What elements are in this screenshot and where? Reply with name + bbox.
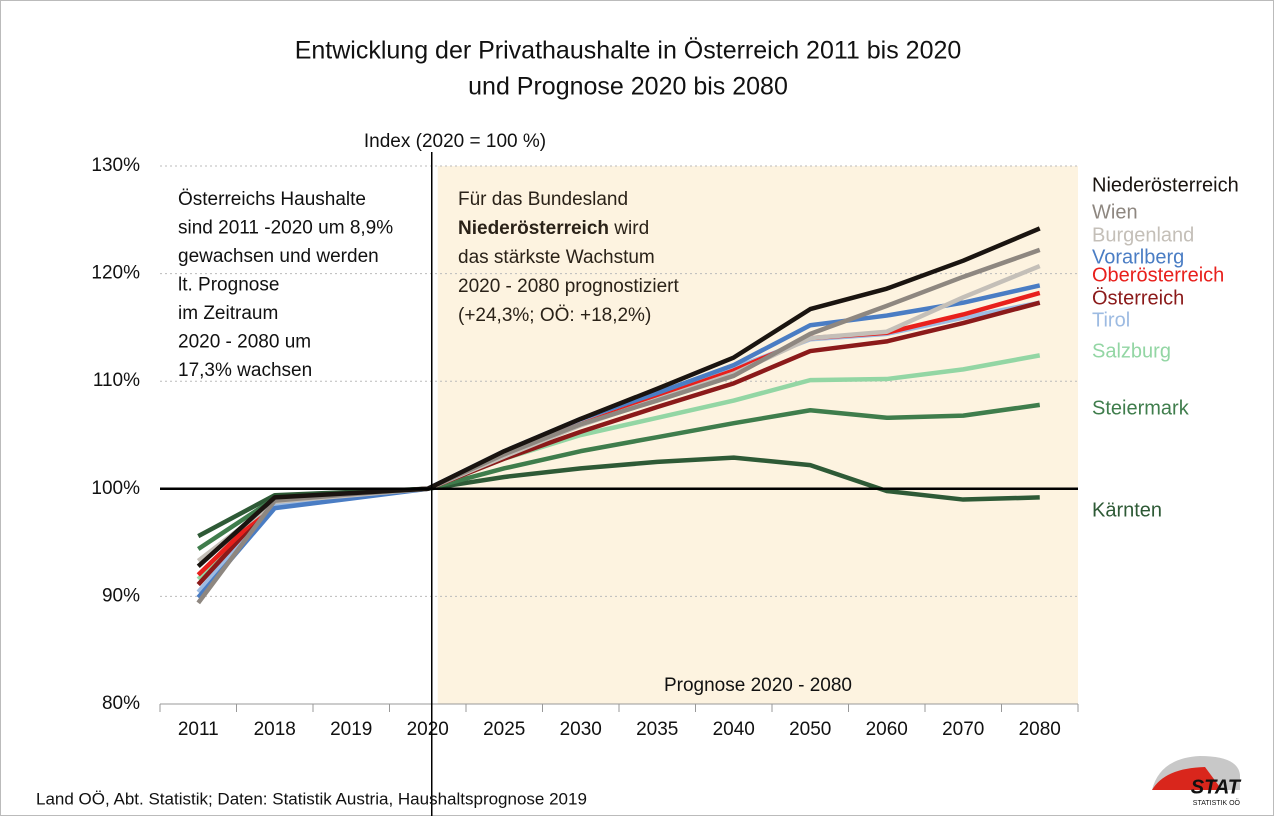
y-tick-label: 80% (102, 693, 140, 714)
x-tick-label: 2060 (866, 719, 908, 740)
logo-text: STAT (1191, 776, 1242, 798)
chart-title: und Prognose 2020 bis 2080 (468, 73, 788, 101)
x-tick-label: 2040 (713, 719, 755, 740)
forecast-label: Prognose 2020 - 2080 (664, 675, 852, 696)
x-tick-label: 2018 (254, 719, 296, 740)
y-tick-label: 110% (93, 370, 140, 391)
annotation-part: 2020 - 2080 prognostiziert (458, 276, 679, 297)
x-tick-label: 2035 (636, 719, 678, 740)
annotation: Österreichs Haushalte (178, 189, 366, 210)
x-tick-label: 2070 (942, 719, 984, 740)
annotation: gewachsen und werden (178, 246, 379, 267)
annotation: 2020 - 2080 prognostiziert (458, 276, 679, 297)
annotation-part: wird (609, 218, 649, 239)
logo-red (1152, 767, 1222, 790)
x-tick-label: 2011 (178, 719, 219, 740)
annotation: lt. Prognose (178, 275, 279, 296)
y-tick-label: 120% (91, 263, 140, 284)
x-tick-label: 2080 (1019, 719, 1061, 740)
y-axis-label: Index (2020 = 100 %) (364, 131, 546, 152)
y-tick-label: 130% (91, 155, 140, 176)
annotation-part: das stärkste Wachstum (458, 247, 655, 268)
x-tick-label: 2019 (330, 719, 372, 740)
annotation: Niederösterreich wird (458, 218, 649, 239)
x-tick-label: 2025 (483, 719, 525, 740)
x-tick-label: 2020 (407, 719, 449, 740)
series-line (196, 226, 1041, 568)
series-group (196, 226, 1041, 605)
logo-subtext: STATISTIK OÖ (1193, 799, 1241, 807)
annotation: sind 2011 -2020 um 8,9% (178, 218, 393, 239)
annotation: (+24,3%; OÖ: +18,2%) (458, 305, 651, 326)
annotation-part: Niederösterreich (458, 218, 609, 239)
legend-label: Burgenland (1092, 224, 1194, 246)
x-tick-label: 2050 (789, 719, 831, 740)
source: Land OÖ, Abt. Statistik; Daten: Statisti… (36, 789, 587, 808)
legend-label: Kärnten (1092, 499, 1162, 521)
annotation: Für das Bundesland (458, 189, 628, 210)
legend-label: Tirol (1092, 309, 1130, 331)
annotation: das stärkste Wachstum (458, 247, 655, 268)
legend-label: Salzburg (1092, 340, 1171, 362)
annotation: 17,3% wachsen (178, 360, 312, 381)
annotation-part: Für das Bundesland (458, 189, 628, 210)
chart-title: Entwicklung der Privathaushalte in Öster… (295, 37, 962, 65)
annotation-part: (+24,3%; OÖ: +18,2%) (458, 305, 651, 326)
legend-label: Vorarlberg (1092, 246, 1184, 268)
legend-label: Steiermark (1092, 397, 1190, 419)
annotation: 2020 - 2080 um (178, 332, 311, 353)
legend-label: Niederösterreich (1092, 174, 1239, 196)
y-tick-label: 100% (91, 478, 140, 499)
legend-label: Wien (1092, 201, 1138, 223)
legend-label: Österreich (1092, 287, 1184, 309)
y-tick-label: 90% (102, 585, 140, 606)
x-tick-label: 2030 (560, 719, 602, 740)
legend-label: Oberösterreich (1092, 264, 1224, 286)
annotation: im Zeitraum (178, 303, 278, 324)
